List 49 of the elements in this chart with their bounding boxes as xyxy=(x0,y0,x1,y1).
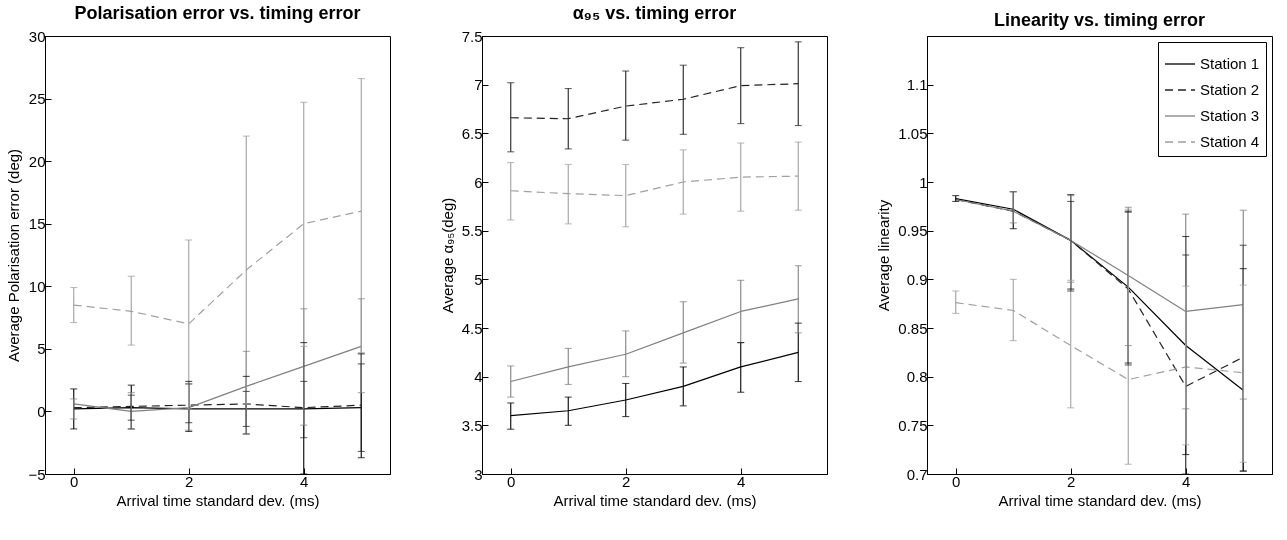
y-tick-label: 0.75 xyxy=(898,416,928,434)
y-tick-label: 30 xyxy=(28,27,46,45)
y-tick-label: 0.7 xyxy=(906,465,928,483)
x-axis-title: Arrival time standard dev. (ms) xyxy=(553,491,757,509)
y-tick-label: 5.5 xyxy=(461,222,483,240)
y-tick-label: 7 xyxy=(474,76,483,94)
y-tick-label: 4 xyxy=(474,368,483,386)
y-tick-label: 0 xyxy=(37,402,46,420)
x-tick-label: 4 xyxy=(300,472,309,490)
y-tick-label: 20 xyxy=(28,152,46,170)
y-tick-label: 3 xyxy=(474,465,483,483)
x-axis-title: Arrival time standard dev. (ms) xyxy=(998,491,1202,509)
x-tick-label: 0 xyxy=(507,472,516,490)
x-tick-label: 2 xyxy=(1067,472,1076,490)
y-tick-label: 0.8 xyxy=(906,368,928,386)
x-tick-label: 0 xyxy=(952,472,961,490)
chart-title: Polarisation error vs. timing error xyxy=(74,3,361,23)
x-tick-label: 2 xyxy=(622,472,631,490)
y-axis-title: Average α₉₅(deg) xyxy=(438,197,456,314)
y-tick-label: 5 xyxy=(37,340,46,358)
x-axis-title: Arrival time standard dev. (ms) xyxy=(116,491,320,509)
y-tick-label: 3.5 xyxy=(461,416,483,434)
y-tick-label: 0.85 xyxy=(898,319,928,337)
legend-label: Station 1 xyxy=(1200,55,1260,72)
chart-title: Linearity vs. timing error xyxy=(993,10,1206,30)
y-tick-label: 25 xyxy=(28,90,46,108)
x-tick-label: 4 xyxy=(737,472,746,490)
y-tick-label: 15 xyxy=(28,215,46,233)
x-tick-label: 2 xyxy=(185,472,194,490)
y-axis-title: Average linearity xyxy=(875,199,893,312)
y-tick-label: 1 xyxy=(919,173,928,191)
legend-label: Station 4 xyxy=(1200,133,1260,150)
y-tick-label: −5 xyxy=(28,465,46,483)
y-tick-label: 5 xyxy=(474,270,483,288)
y-tick-label: 6 xyxy=(474,173,483,191)
y-tick-label: 1.05 xyxy=(898,124,928,142)
legend-label: Station 2 xyxy=(1200,81,1260,98)
y-tick-label: 7.5 xyxy=(461,27,483,45)
y-axis-title: Average Polarisation error (deg) xyxy=(5,148,23,363)
y-tick-label: 10 xyxy=(28,277,46,295)
y-tick-label: 0.95 xyxy=(898,222,928,240)
x-tick-label: 0 xyxy=(70,472,79,490)
y-tick-label: 0.9 xyxy=(906,270,928,288)
y-tick-label: 6.5 xyxy=(461,124,483,142)
x-tick-label: 4 xyxy=(1182,472,1191,490)
chart-title: α₉₅ vs. timing error xyxy=(572,3,737,23)
y-tick-label: 1.1 xyxy=(906,76,928,94)
legend-label: Station 3 xyxy=(1200,107,1260,124)
y-tick-label: 4.5 xyxy=(461,319,483,337)
